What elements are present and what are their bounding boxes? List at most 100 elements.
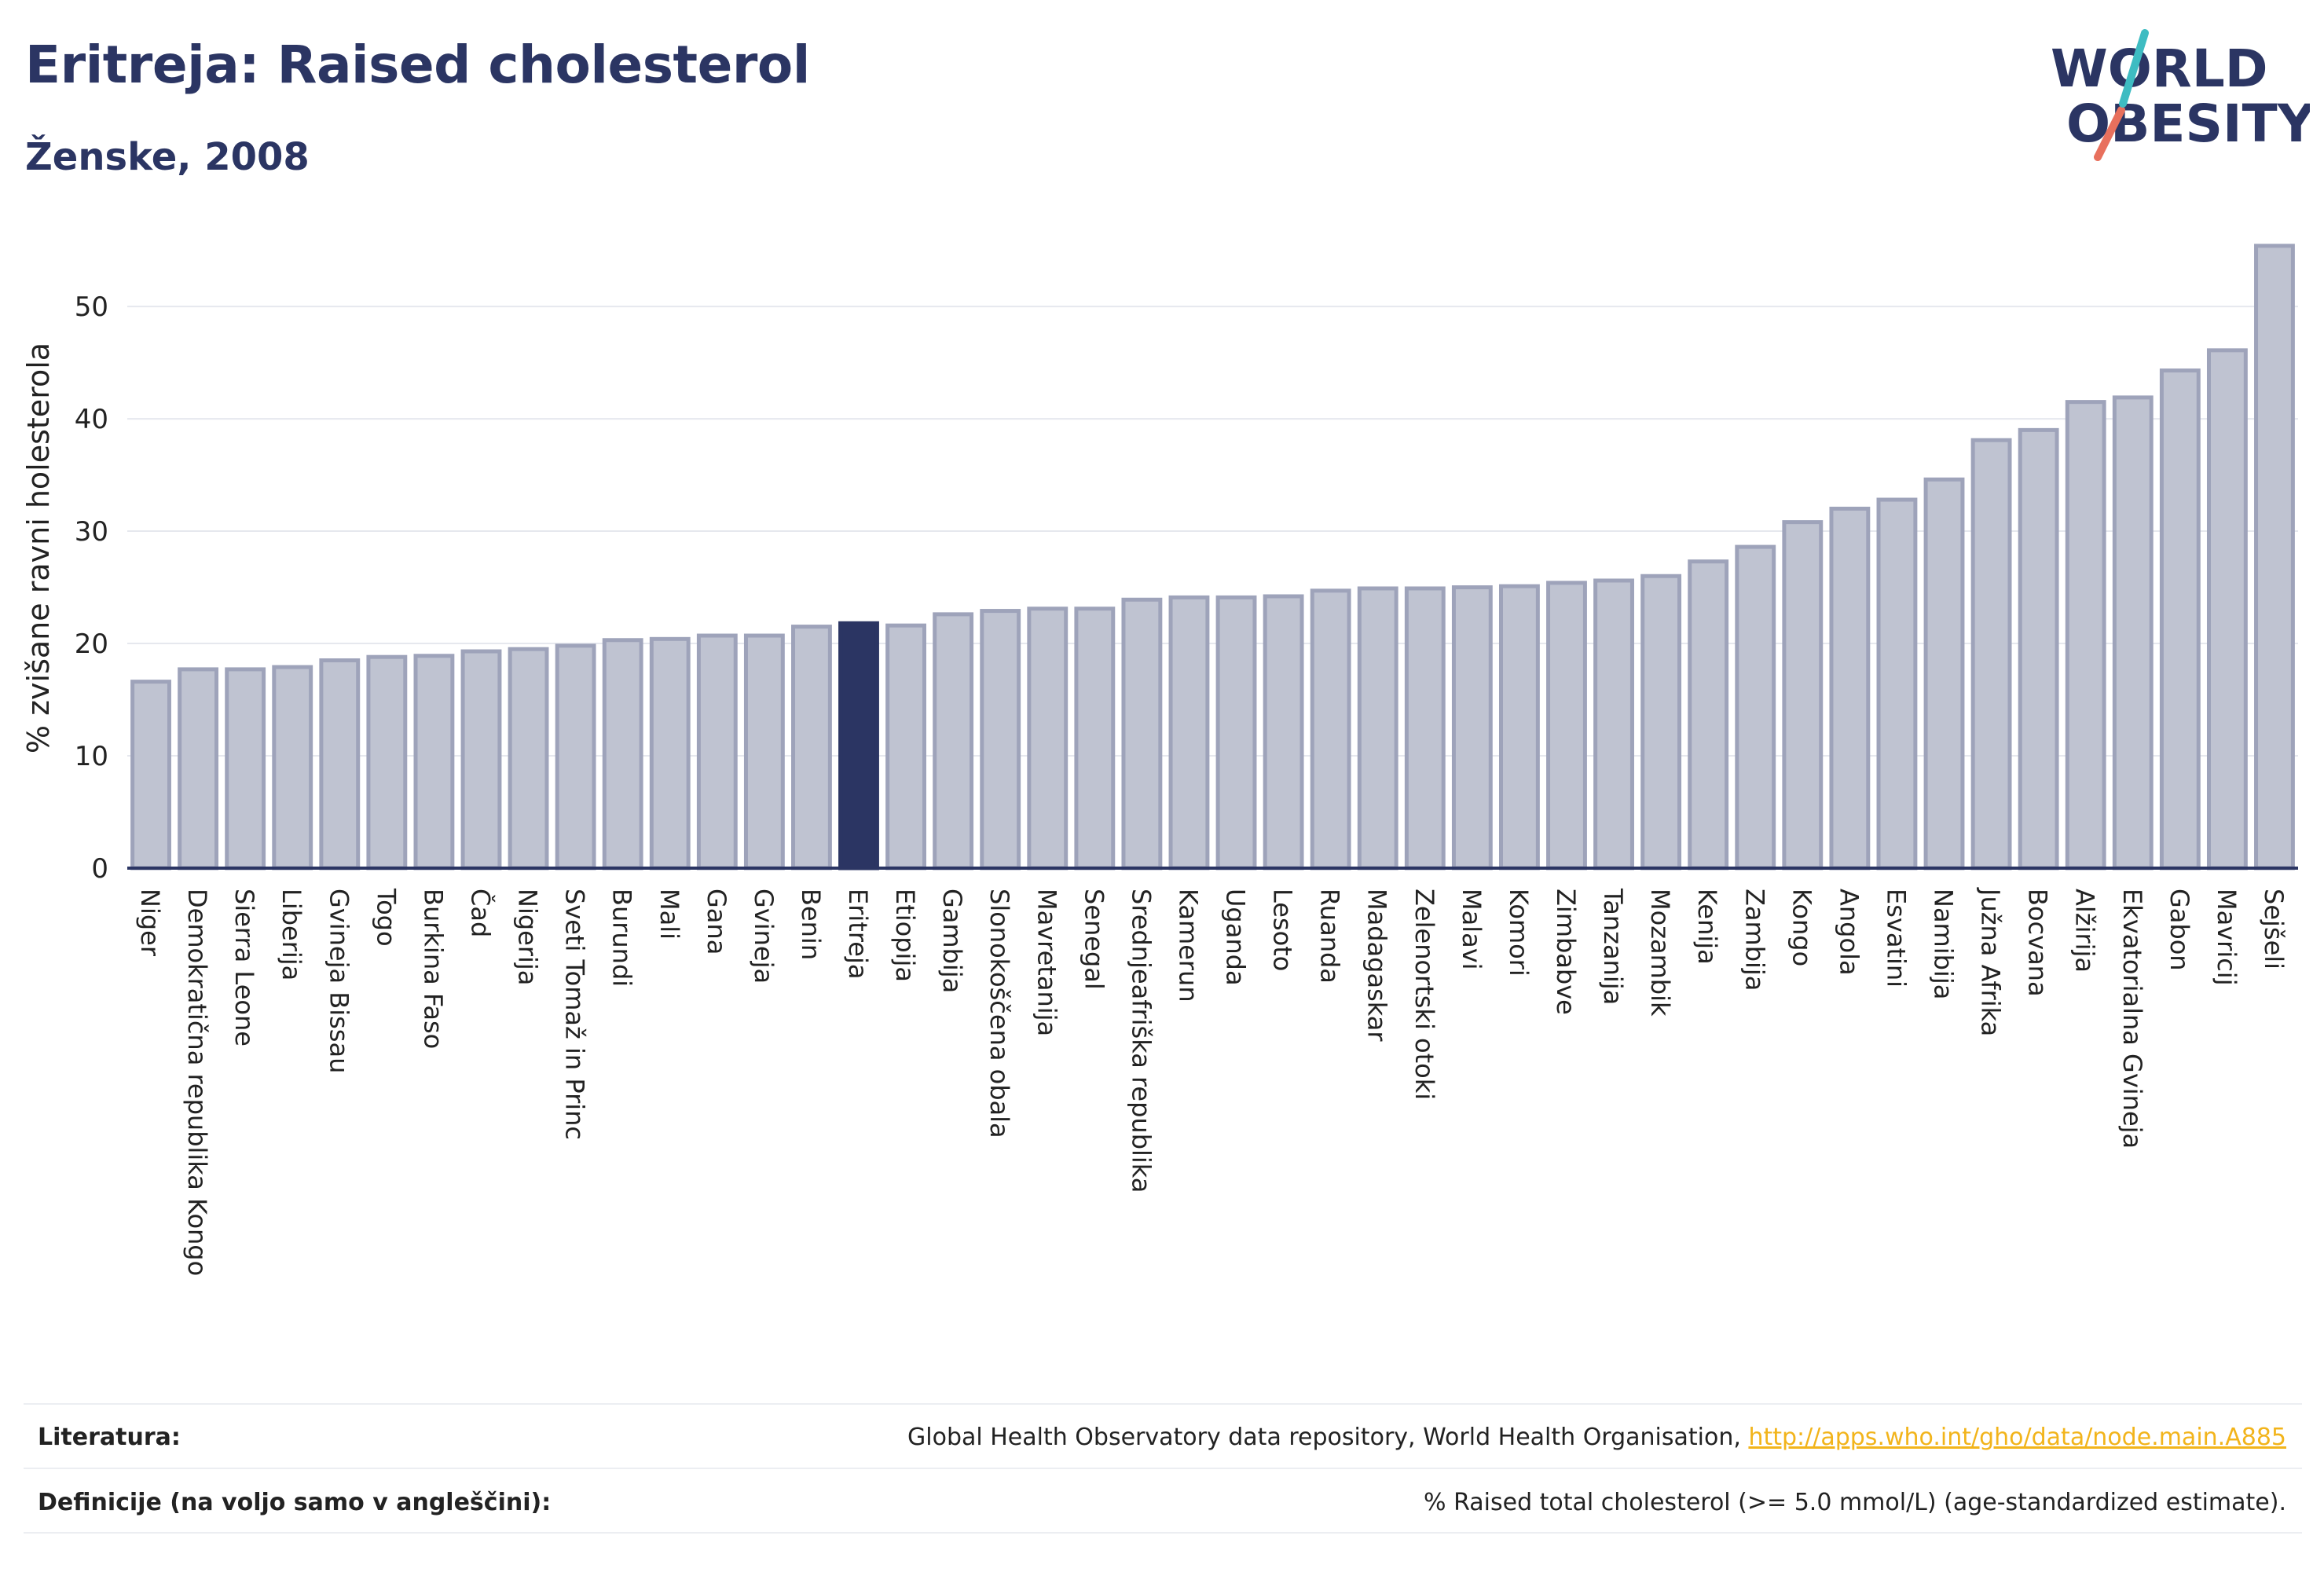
x-tick-label: Sierra Leone xyxy=(229,889,259,1046)
divider xyxy=(24,1532,2302,1534)
literature-row: Literatura: Global Health Observatory da… xyxy=(24,1424,2300,1463)
bar-highlighted[interactable] xyxy=(838,621,879,870)
x-tick-label: Južna Afrika xyxy=(1976,887,2006,1036)
bar[interactable] xyxy=(980,609,1021,870)
definitions-row: Definicije (na voljo samo v angleščini):… xyxy=(24,1489,2300,1528)
y-tick-label: 30 xyxy=(75,516,108,548)
bar[interactable] xyxy=(366,654,408,870)
x-tick-label: Bocvana xyxy=(2023,889,2053,997)
bar[interactable] xyxy=(225,667,266,870)
bar[interactable] xyxy=(933,612,974,870)
bar[interactable] xyxy=(1876,497,1918,870)
bar[interactable] xyxy=(2159,368,2201,870)
x-tick-label: Čad xyxy=(465,889,496,937)
bar[interactable] xyxy=(1074,607,1116,870)
bar[interactable] xyxy=(743,633,785,870)
bar[interactable] xyxy=(460,649,502,870)
y-tick-label: 10 xyxy=(75,741,108,772)
x-tick-label: Uganda xyxy=(1221,889,1251,986)
x-tick-label: Nigerija xyxy=(513,889,543,985)
bar[interactable] xyxy=(1782,520,1824,870)
x-tick-label: Srednjeafriška republika xyxy=(1126,889,1156,1193)
literature-link[interactable]: http://apps.who.int/gho/data/node.main.A… xyxy=(1748,1424,2286,1451)
y-tick-label: 50 xyxy=(75,291,108,323)
bar[interactable] xyxy=(2065,400,2106,870)
x-tick-label: Togo xyxy=(371,888,401,947)
x-tick-label: Gambija xyxy=(937,889,967,993)
bar[interactable] xyxy=(1215,595,1257,870)
x-tick-label: Malavi xyxy=(1457,889,1486,970)
bar[interactable] xyxy=(178,667,219,870)
x-tick-label: Eritreja xyxy=(843,889,873,979)
bar[interactable] xyxy=(1027,607,1069,870)
bar[interactable] xyxy=(555,643,596,870)
literature-value: Global Health Observatory data repositor… xyxy=(907,1424,2286,1451)
x-tick-label: Sveti Tomaž in Princ xyxy=(560,889,590,1140)
x-tick-label: Gabon xyxy=(2165,889,2194,971)
bar[interactable] xyxy=(791,625,832,870)
chart-title: Eritreja: Raised cholesterol xyxy=(25,35,810,95)
bar[interactable] xyxy=(602,638,643,870)
x-tick-label: Mavricij xyxy=(2212,889,2242,986)
bar[interactable] xyxy=(1593,578,1634,870)
bar-chart: 0 10 20 30 40 50 % zvišane ravni holesterola Ni… xyxy=(21,244,2298,1276)
bar[interactable] xyxy=(1263,594,1304,870)
bar[interactable] xyxy=(1640,574,1682,870)
bar[interactable] xyxy=(1451,585,1493,870)
x-tick-label: Lesoto xyxy=(1268,889,1298,971)
bar[interactable] xyxy=(649,636,691,870)
x-tick-label: Ruanda xyxy=(1315,889,1345,984)
x-tick-label: Burundi xyxy=(607,889,637,987)
bar[interactable] xyxy=(319,658,361,870)
bar[interactable] xyxy=(1546,581,1587,870)
bar[interactable] xyxy=(1829,506,1871,870)
literature-text: Global Health Observatory data repositor… xyxy=(907,1424,1749,1451)
definitions-value: % Raised total cholesterol (>= 5.0 mmol/… xyxy=(1424,1489,2286,1516)
bar[interactable] xyxy=(1923,477,1965,870)
bar[interactable] xyxy=(2206,348,2248,870)
x-tick-label: Tanzanija xyxy=(1598,888,1628,1005)
x-tick-label: Gvineja Bissau xyxy=(324,889,354,1073)
divider xyxy=(24,1403,2302,1405)
bar[interactable] xyxy=(1498,584,1540,870)
x-tick-label: Niger xyxy=(135,889,165,957)
bar[interactable] xyxy=(1121,597,1163,870)
bar[interactable] xyxy=(696,633,738,870)
bar[interactable] xyxy=(1688,559,1729,870)
x-tick-label: Namibija xyxy=(1929,889,1959,999)
bar[interactable] xyxy=(1404,586,1446,870)
world-obesity-logo[interactable]: WORLD OBESITY xyxy=(2043,24,2310,181)
bar[interactable] xyxy=(413,654,455,870)
bar[interactable] xyxy=(130,680,171,870)
divider xyxy=(24,1468,2302,1469)
x-tick-label: Mavretanija xyxy=(1032,889,1061,1036)
x-tick-label: Kamerun xyxy=(1173,889,1203,1002)
x-tick-label: Mali xyxy=(654,889,684,940)
bar[interactable] xyxy=(1168,595,1210,870)
bar[interactable] xyxy=(272,665,313,870)
bar[interactable] xyxy=(508,647,549,870)
x-tick-label: Liberija xyxy=(277,889,306,980)
bar[interactable] xyxy=(885,623,927,870)
bar[interactable] xyxy=(2112,395,2154,870)
x-tick-label: Zelenortski otoki xyxy=(1409,889,1439,1100)
x-tick-label: Senegal xyxy=(1079,889,1109,990)
x-tick-label: Zambija xyxy=(1739,889,1769,991)
x-tick-label: Mozambik xyxy=(1645,889,1675,1017)
x-tick-label: Ekvatorialna Gvineja xyxy=(2117,889,2147,1149)
y-axis-label: % zvišane ravni holesterola xyxy=(21,343,56,753)
definitions-label: Definicije (na voljo samo v angleščini): xyxy=(38,1489,552,1516)
bar[interactable] xyxy=(2254,244,2295,870)
x-tick-label: Gana xyxy=(702,889,731,955)
bar[interactable] xyxy=(1735,544,1776,870)
x-tick-label: Sejšeli xyxy=(2259,889,2289,969)
bar[interactable] xyxy=(1310,588,1351,870)
x-tick-label: Benin xyxy=(796,889,826,960)
y-tick-label: 40 xyxy=(75,404,108,435)
bar[interactable] xyxy=(1970,438,2012,870)
x-tick-label: Demokratična republika Kongo xyxy=(182,889,212,1276)
bar[interactable] xyxy=(1357,586,1398,870)
x-tick-label: Gvineja xyxy=(749,889,779,984)
x-tick-label: Slonokoščena obala xyxy=(984,889,1014,1138)
bar[interactable] xyxy=(2018,427,2059,870)
